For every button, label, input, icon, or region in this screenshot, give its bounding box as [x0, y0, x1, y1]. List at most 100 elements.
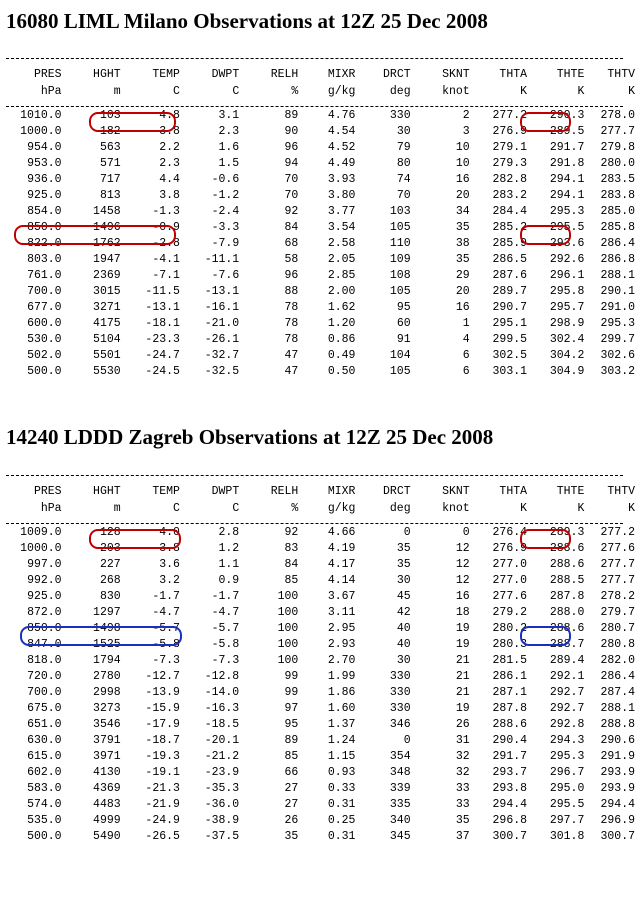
table-cell: 294.1 — [549, 173, 585, 186]
table-cell: 1.24 — [327, 734, 356, 747]
table-cell: -7.9 — [211, 237, 240, 250]
table-cell: 292.8 — [549, 718, 585, 731]
table-cell: 100 — [277, 622, 299, 635]
table-cell: -12.7 — [145, 670, 180, 683]
table-row: 953.0 571 2.3 1.5 94 4.49 80 10 279.3 291.8 280.0 — [6, 156, 635, 172]
table-row: 954.0 563 2.2 1.6 96 4.52 79 10 279.1 291.7 279.8 — [6, 140, 635, 156]
table-cell: 35 — [284, 830, 299, 843]
table-cell: -35.3 — [204, 782, 240, 795]
table-cell: 280.2 — [492, 622, 528, 635]
table-row: 700.0 3015 -11.5 -13.1 88 2.00 105 20 289.7 295.8… — [6, 284, 635, 300]
column-header: knot — [442, 501, 470, 515]
table-cell: 335 — [389, 798, 411, 811]
table-cell: 0 — [403, 734, 411, 747]
table-cell: 813 — [99, 189, 121, 202]
table-cell: 288.8 — [600, 718, 635, 731]
table-cell: 293.8 — [492, 782, 528, 795]
table-cell: 84 — [284, 558, 299, 571]
table-cell: 292.7 — [549, 686, 585, 699]
zagreb-header: PRES HGHT TEMP DWPT RELH MIXR DRCT SKNT THTA THTE… — [6, 483, 635, 525]
table-cell: 20 — [455, 189, 470, 202]
table-cell: 630.0 — [27, 734, 62, 747]
table-cell: 330 — [389, 109, 411, 122]
column-header: THTE — [556, 484, 585, 498]
table-row: 822.0 1762 -2.8 -7.9 68 2.58 110 38 285.9 293.6 28… — [6, 236, 635, 252]
table-cell: 3.80 — [327, 189, 356, 202]
table-cell: 288.1 — [600, 269, 635, 282]
milano-table: PRES HGHT TEMP DWPT RELH MIXR DRCT SKNT THTA THTE… — [6, 66, 635, 380]
table-cell: -24.7 — [145, 349, 180, 362]
table-cell: 761.0 — [27, 269, 62, 282]
table-cell: 21 — [455, 670, 470, 683]
table-cell: 4369 — [93, 782, 121, 795]
table-row: 803.0 1947 -4.1 -11.1 58 2.05 109 35 286.5 292.6 2… — [6, 252, 635, 268]
table-row: 925.0 813 3.8 -1.2 70 3.80 70 20 283.2 294.1 283.8 — [6, 188, 635, 204]
table-cell: 288.7 — [549, 638, 585, 651]
table-cell: 97 — [284, 702, 299, 715]
table-cell: 1 — [462, 317, 470, 330]
column-header: m — [113, 501, 121, 515]
table-cell: -17.9 — [145, 718, 180, 731]
column-header: MIXR — [327, 67, 356, 81]
table-cell: 0 — [403, 526, 411, 539]
table-cell: 304.2 — [549, 349, 585, 362]
table-cell: 330 — [389, 702, 411, 715]
table-cell: 300.7 — [600, 830, 635, 843]
table-cell: -2.4 — [211, 205, 240, 218]
table-cell: 287.4 — [600, 686, 635, 699]
table-cell: 3.93 — [327, 173, 356, 186]
table-cell: 285.2 — [492, 221, 528, 234]
table-cell: 1.86 — [327, 686, 356, 699]
table-cell: 2369 — [93, 269, 121, 282]
table-cell: 675.0 — [27, 702, 62, 715]
milano-header: PRES HGHT TEMP DWPT RELH MIXR DRCT SKNT THTA THTE… — [6, 66, 635, 108]
table-cell: 2.2 — [159, 141, 180, 154]
table-cell: 33 — [455, 798, 470, 811]
table-cell: 345 — [389, 830, 411, 843]
table-cell: 288.6 — [549, 542, 585, 555]
table-cell: 651.0 — [27, 718, 62, 731]
column-header: SKNT — [442, 67, 470, 81]
table-cell: 293.9 — [600, 766, 635, 779]
table-cell: 278.2 — [600, 590, 635, 603]
table-row: 502.0 5501 -24.7 -32.7 47 0.49 104 6 302.5 304.2 3… — [6, 348, 635, 364]
table-cell: 295.7 — [549, 301, 585, 314]
table-row: 925.0 830 -1.7 -1.7 100 3.67 45 16 277.6 287.8 278… — [6, 589, 635, 605]
table-row: 600.0 4175 -18.1 -21.0 78 1.20 60 1 295.1 298.9 29… — [6, 316, 635, 332]
table-cell: 925.0 — [27, 590, 62, 603]
table-cell: 1.1 — [218, 558, 240, 571]
table-cell: 3273 — [93, 702, 121, 715]
table-cell: 925.0 — [27, 189, 62, 202]
table-cell: 339 — [389, 782, 411, 795]
table-cell: 2.95 — [327, 622, 356, 635]
table-cell: 92 — [284, 526, 299, 539]
table-cell: 289.4 — [549, 654, 585, 667]
table-cell: 105 — [389, 285, 411, 298]
table-cell: 997.0 — [27, 558, 62, 571]
table-cell: 4 — [462, 333, 470, 346]
table-cell: 285.9 — [492, 237, 528, 250]
column-header: K — [520, 501, 528, 515]
table-cell: 292.6 — [549, 253, 585, 266]
table-cell: 6 — [462, 349, 470, 362]
table-cell: -16.1 — [204, 301, 240, 314]
table-cell: 291.7 — [492, 750, 528, 763]
table-cell: 3.1 — [218, 109, 240, 122]
table-cell: 1010.0 — [20, 109, 62, 122]
table-cell: -21.2 — [204, 750, 240, 763]
table-cell: 3271 — [93, 301, 121, 314]
column-header: knot — [442, 84, 470, 98]
table-cell: 1297 — [93, 606, 121, 619]
table-row: 500.0 5530 -24.5 -32.5 47 0.50 105 6 303.1 304.9 3… — [6, 364, 635, 380]
table-cell: 286.5 — [492, 253, 528, 266]
table-cell: 3.2 — [159, 574, 180, 587]
table-cell: 35 — [455, 253, 470, 266]
table-cell: 279.2 — [492, 606, 528, 619]
table-cell: 291.7 — [549, 141, 585, 154]
table-cell: 0.93 — [327, 766, 356, 779]
column-header: C — [173, 501, 180, 515]
table-cell: 297.7 — [549, 814, 585, 827]
table-cell: 104 — [389, 349, 411, 362]
table-cell: 30 — [396, 654, 411, 667]
table-cell: 277.0 — [492, 558, 528, 571]
